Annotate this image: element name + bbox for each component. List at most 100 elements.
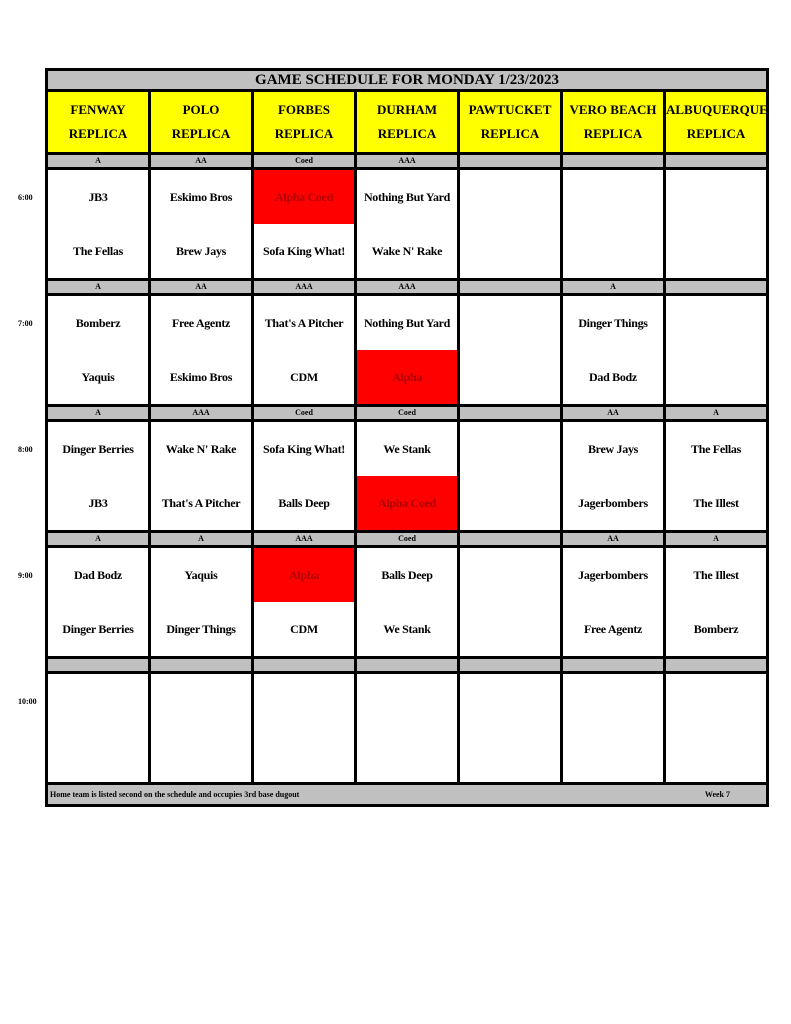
away-team: Balls Deep (381, 567, 433, 582)
home-team (359, 728, 456, 781)
field-name: VERO BEACH (569, 102, 657, 117)
game-row: Bomberz Yaquis Free Agentz Eskimo Bros That'… (45, 293, 769, 407)
division-row (45, 656, 769, 674)
home-team: JB3 (88, 495, 108, 510)
away-team: Nothing But Yard (363, 315, 451, 330)
division-label: AAA (354, 278, 460, 296)
game-cell: Dinger Things Dad Bodz (560, 293, 666, 407)
game-cell: Bomberz Yaquis (45, 293, 151, 407)
home-team (153, 728, 250, 781)
division-label (560, 656, 666, 674)
division-label (663, 152, 769, 170)
division-label: Coed (354, 404, 460, 422)
away-team (668, 298, 765, 351)
away-team: The Fellas (691, 441, 741, 456)
game-cell: Dinger Berries JB3 (45, 419, 151, 533)
division-label: AA (148, 152, 254, 170)
division-label (251, 656, 357, 674)
home-team (462, 728, 559, 781)
away-team (462, 424, 559, 477)
division-row: A AAA Coed Coed AA A (45, 404, 769, 422)
division-label (663, 278, 769, 296)
field-name: DURHAM (377, 102, 437, 117)
field-header-row: FENWAY REPLICA POLO REPLICA FORBES REPLICA DUR… (45, 89, 769, 155)
home-team: We Stank (383, 621, 431, 636)
division-label (354, 656, 460, 674)
away-team: That's A Pitcher (264, 315, 344, 330)
home-team: Dinger Berries (62, 621, 134, 636)
field-header: FORBES REPLICA (251, 89, 357, 155)
game-cell: Alpha Coed Sofa King What! (251, 167, 357, 281)
home-team: Jagerbombers (578, 495, 648, 510)
division-label: A (663, 404, 769, 422)
division-label (457, 278, 563, 296)
away-team: Nothing But Yard (363, 189, 451, 204)
game-cell (663, 293, 769, 407)
away-team: JB3 (88, 189, 108, 204)
game-cell (457, 293, 563, 407)
home-team (565, 728, 662, 781)
home-team: The Illest (693, 495, 739, 510)
away-team (50, 676, 147, 729)
game-cell (457, 545, 563, 659)
away-team (462, 298, 559, 351)
time-label: 9:00 (18, 570, 33, 580)
home-team: Alpha Coed (358, 476, 456, 529)
game-cell: That's A Pitcher CDM (251, 293, 357, 407)
home-team: Bomberz (693, 621, 739, 636)
game-cell (251, 671, 357, 785)
game-cell: Eskimo Bros Brew Jays (148, 167, 254, 281)
home-team (668, 224, 765, 277)
division-label: A (663, 530, 769, 548)
game-cell (560, 167, 666, 281)
away-team: The Illest (693, 567, 739, 582)
game-cell: Yaquis Dinger Things (148, 545, 254, 659)
game-cell (560, 671, 666, 785)
game-cell (663, 671, 769, 785)
division-row: A AA AAA AAA A (45, 278, 769, 296)
home-team: Wake N' Rake (371, 243, 443, 258)
division-label: A (148, 530, 254, 548)
away-team: Eskimo Bros (169, 189, 233, 204)
division-row: A AA Coed AAA (45, 152, 769, 170)
home-team (565, 224, 662, 277)
time-label: 8:00 (18, 444, 33, 454)
away-team: Alpha Coed (255, 171, 353, 224)
home-team (668, 728, 765, 781)
game-cell: Sofa King What! Balls Deep (251, 419, 357, 533)
division-label (457, 656, 563, 674)
game-row (45, 671, 769, 785)
away-team (565, 172, 662, 225)
field-header: PAWTUCKET REPLICA (457, 89, 563, 155)
game-cell (663, 167, 769, 281)
home-team: Dad Bodz (589, 369, 637, 384)
game-cell: Wake N' Rake That's A Pitcher (148, 419, 254, 533)
game-cell: JB3 The Fellas (45, 167, 151, 281)
away-team (668, 172, 765, 225)
away-team: Jagerbombers (578, 567, 648, 582)
home-team: Brew Jays (175, 243, 227, 258)
footer-note: Home team is listed second on the schedu… (50, 790, 300, 799)
game-cell: Nothing But Yard Alpha (354, 293, 460, 407)
away-team: Free Agentz (171, 315, 231, 330)
time-label: 6:00 (18, 192, 33, 202)
home-team: Balls Deep (278, 495, 330, 510)
away-team: Bomberz (75, 315, 121, 330)
game-cell (354, 671, 460, 785)
game-cell: Balls Deep We Stank (354, 545, 460, 659)
home-team: CDM (290, 621, 318, 636)
division-label: A (45, 278, 151, 296)
division-label (560, 152, 666, 170)
home-team (668, 350, 765, 403)
field-subtitle: REPLICA (686, 126, 746, 141)
footer-row: Week 7 Home team is listed second on the … (45, 782, 769, 807)
home-team: Dinger Things (166, 621, 236, 636)
game-cell: Dad Bodz Dinger Berries (45, 545, 151, 659)
time-label: 10:00 (18, 696, 37, 706)
home-team (462, 476, 559, 529)
game-cell: Jagerbombers Free Agentz (560, 545, 666, 659)
division-row: A A AAA Coed AA A (45, 530, 769, 548)
away-team (153, 676, 250, 729)
home-team (50, 728, 147, 781)
division-label: Coed (251, 404, 357, 422)
